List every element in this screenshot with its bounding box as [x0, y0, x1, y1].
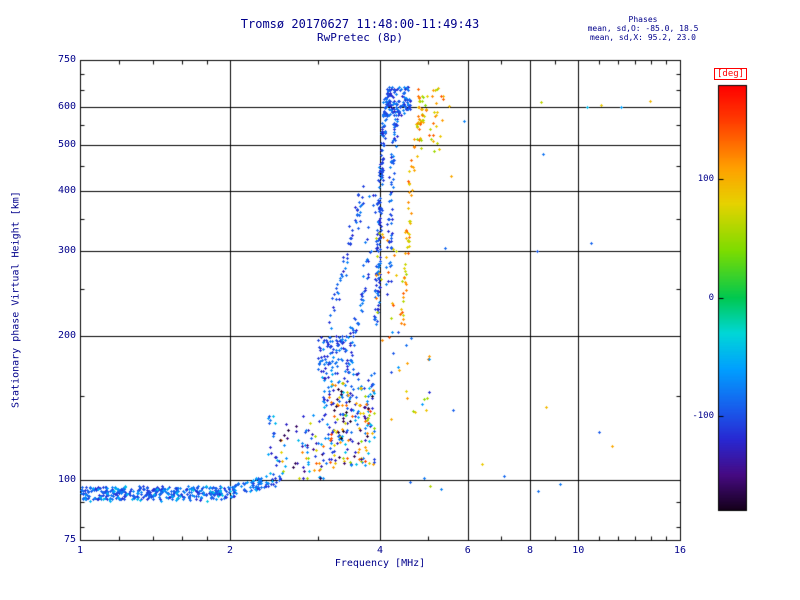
y-axis-label: Stationary phase Virtual Height [km] — [10, 191, 22, 409]
y-tick-label: 200 — [57, 329, 76, 341]
x-tick-label: 16 — [673, 545, 687, 556]
x-tick-label: 4 — [376, 545, 384, 556]
x-tick-label: 1 — [76, 545, 84, 556]
y-tick-label: 400 — [57, 185, 76, 197]
x-tick-label: 10 — [572, 545, 585, 556]
phase-stats-x-line: mean, sd,X: 95.2, 23.0 — [590, 33, 696, 42]
phase-stats-o-line: mean, sd,O: -85.0, 18.5 — [587, 24, 699, 33]
plot-title: Tromsø 20170627 11:48:00-11:49:43 — [240, 17, 480, 31]
y-tick-label: 300 — [57, 245, 76, 256]
plot-subtitle: RwPretec (8p) — [316, 31, 404, 44]
colorbar-tick-label: 0 — [708, 292, 714, 303]
phase-stats-title: Phases — [628, 15, 658, 24]
y-tick-label: 750 — [57, 54, 76, 65]
y-tick-label: 100 — [57, 474, 76, 486]
x-tick-label: 2 — [226, 545, 234, 556]
x-tick-label: 8 — [526, 545, 534, 556]
y-tick-label: 500 — [57, 138, 76, 150]
x-tick-label: 6 — [464, 545, 471, 556]
phase-stats-box: Phases mean, sd,O: -85.0, 18.5 mean, sd,… — [578, 15, 708, 42]
y-tick-label: 600 — [57, 100, 76, 112]
y-tick-label: 75 — [63, 534, 76, 545]
colorbar-units-label: [deg] — [714, 68, 748, 80]
colorbar-tick-label: -100 — [692, 410, 714, 421]
x-axis-label: Frequency [MHz] — [334, 558, 426, 569]
colorbar-tick-label: 100 — [697, 174, 714, 185]
